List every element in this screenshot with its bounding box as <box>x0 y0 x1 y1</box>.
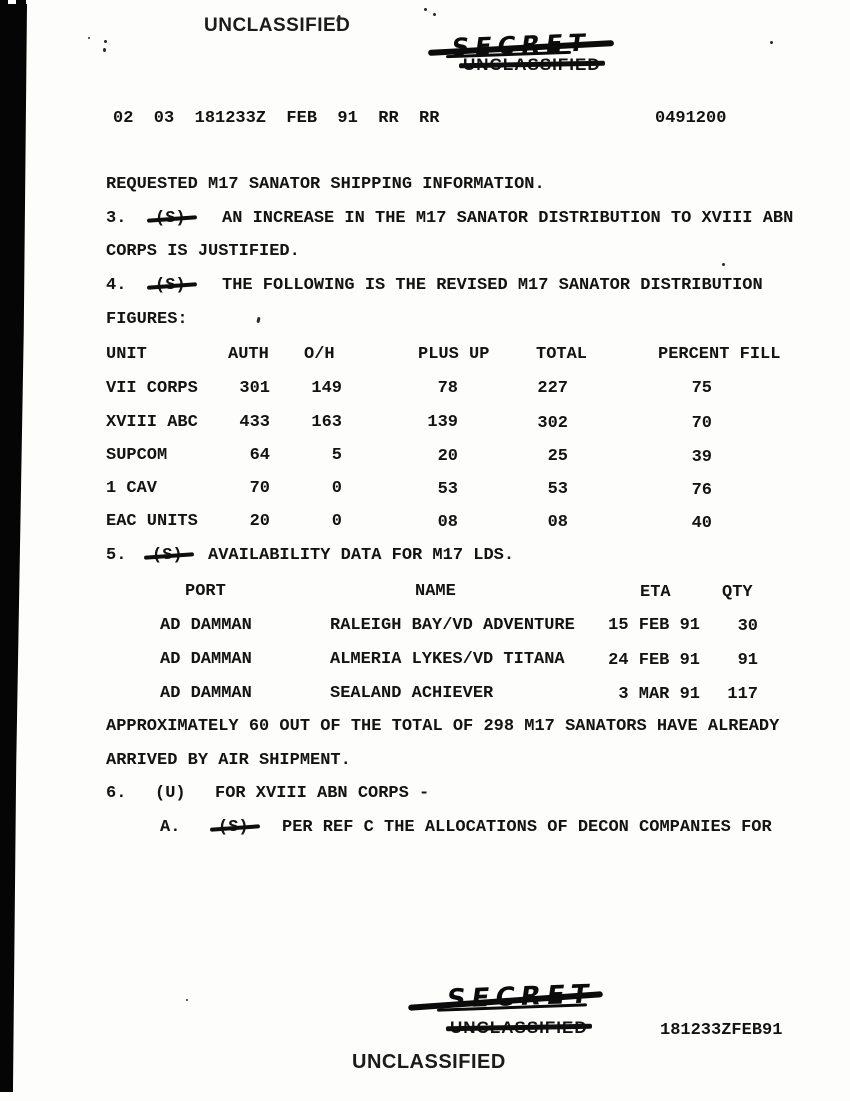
scan-speck <box>722 263 725 266</box>
para4-text-line2: FIGURES: <box>106 310 188 329</box>
avail-cell-name: SEALAND ACHIEVER <box>330 684 494 703</box>
para6-number: 6. <box>106 784 127 803</box>
avail-cell-qty: 91 <box>737 651 758 670</box>
datetime-group: 181233ZFEB91 <box>660 1021 783 1040</box>
avail-cell-eta: 15 FEB 91 <box>608 616 700 635</box>
avail-header-port: PORT <box>185 582 226 601</box>
scan-speck <box>103 48 106 52</box>
dist-cell-total: 302 <box>537 414 568 433</box>
dist-cell-oh: 163 <box>311 413 342 432</box>
para6-text: FOR XVIII ABN CORPS - <box>215 784 430 803</box>
scan-speck <box>256 316 261 324</box>
dist-cell-auth: 20 <box>249 512 270 531</box>
page-number: 0491200 <box>655 109 727 128</box>
para6a-label: A. <box>160 818 181 837</box>
body-text-line: APPROXIMATELY 60 OUT OF THE TOTAL OF 298… <box>106 717 780 736</box>
dist-cell-percent: 40 <box>691 514 712 533</box>
para5-number: 5. <box>106 546 127 565</box>
avail-cell-port: AD DAMMAN <box>160 650 252 669</box>
avail-header-name: NAME <box>415 582 456 601</box>
para4-classification-marking: (S) <box>155 276 186 295</box>
avail-cell-name: ALMERIA LYKES/VD TITANA <box>330 650 565 669</box>
avail-cell-qty: 30 <box>737 617 758 636</box>
dist-cell-auth: 70 <box>249 479 270 498</box>
avail-cell-qty: 117 <box>727 685 758 704</box>
classification-banner-top: UNCLASSIFIED <box>204 15 351 36</box>
dist-header-percent: PERCENT FILL <box>658 345 781 364</box>
dist-header-unit: UNIT <box>106 345 147 364</box>
para6a-text: PER REF C THE ALLOCATIONS OF DECON COMPA… <box>282 818 772 837</box>
dist-cell-auth: 301 <box>239 379 270 398</box>
scan-edge-bar <box>0 4 27 1092</box>
para5-classification-marking: (S) <box>152 546 183 565</box>
para3-classification-marking: (S) <box>155 209 186 228</box>
dist-cell-oh: 0 <box>331 479 342 498</box>
avail-cell-eta: 3 MAR 91 <box>618 685 700 704</box>
dist-cell-plusup: 53 <box>437 480 458 499</box>
dist-cell-oh: 0 <box>331 512 342 531</box>
para6-classification-marking: (U) <box>155 784 186 803</box>
para3-text-line1: AN INCREASE IN THE M17 SANATOR DISTRIBUT… <box>222 209 794 228</box>
scan-speck <box>104 40 107 43</box>
dist-cell-total: 227 <box>537 379 568 398</box>
scan-chip <box>0 0 8 10</box>
para5-text: AVAILABILITY DATA FOR M17 LDS. <box>208 546 515 565</box>
dist-header-total: TOTAL <box>536 345 588 364</box>
para4-text-line1: THE FOLLOWING IS THE REVISED M17 SANATOR… <box>222 276 763 295</box>
scan-chip <box>16 0 26 10</box>
dist-cell-plusup: 139 <box>427 413 458 432</box>
avail-cell-eta: 24 FEB 91 <box>608 651 700 670</box>
dist-cell-total: 25 <box>547 447 568 466</box>
para4-number: 4. <box>106 276 127 295</box>
dist-cell-unit: EAC UNITS <box>106 512 198 531</box>
body-text-line: ARRIVED BY AIR SHIPMENT. <box>106 751 351 770</box>
avail-cell-port: AD DAMMAN <box>160 616 252 635</box>
dist-header-oh: O/H <box>304 345 335 364</box>
avail-cell-port: AD DAMMAN <box>160 684 252 703</box>
dist-cell-unit: 1 CAV <box>106 479 158 498</box>
message-header-line: 02 03 181233Z FEB 91 RR RR <box>113 109 440 128</box>
dist-cell-percent: 75 <box>691 379 712 398</box>
body-intro-line: REQUESTED M17 SANATOR SHIPPING INFORMATI… <box>106 175 545 194</box>
avail-cell-name: RALEIGH BAY/VD ADVENTURE <box>330 616 575 635</box>
scan-speck <box>770 41 773 44</box>
scan-speck <box>424 8 427 11</box>
dist-cell-auth: 64 <box>249 446 270 465</box>
dist-cell-total: 53 <box>547 480 568 499</box>
dist-cell-oh: 5 <box>331 446 342 465</box>
scan-speck <box>88 37 90 39</box>
dist-cell-percent: 70 <box>691 414 712 433</box>
dist-cell-plusup: 78 <box>437 379 458 398</box>
dist-cell-unit: XVIII ABC <box>106 413 198 432</box>
dist-cell-percent: 76 <box>691 481 712 500</box>
scan-speck <box>433 13 436 16</box>
dist-cell-oh: 149 <box>311 379 342 398</box>
classification-banner-bottom: UNCLASSIFIED <box>352 1051 506 1073</box>
para3-text-line2: CORPS IS JUSTIFIED. <box>106 242 300 261</box>
scan-speck <box>186 999 188 1001</box>
unclassified-stamp-top-struck: UNCLASSIFIED <box>463 55 601 74</box>
dist-cell-plusup: 20 <box>437 447 458 466</box>
unclassified-stamp-bottom-struck: UNCLASSIFIED <box>450 1018 588 1037</box>
avail-header-eta: ETA <box>640 583 671 602</box>
dist-header-plusup: PLUS UP <box>418 345 490 364</box>
dist-cell-auth: 433 <box>239 413 270 432</box>
dist-cell-total: 08 <box>547 513 568 532</box>
dist-cell-percent: 39 <box>691 448 712 467</box>
dist-cell-unit: VII CORPS <box>106 379 198 398</box>
para6a-classification-marking: (S) <box>218 818 249 837</box>
dist-cell-unit: SUPCOM <box>106 446 168 465</box>
avail-header-qty: QTY <box>722 583 753 602</box>
para3-number: 3. <box>106 209 127 228</box>
dist-header-auth: AUTH <box>228 345 269 364</box>
dist-cell-plusup: 08 <box>437 513 458 532</box>
